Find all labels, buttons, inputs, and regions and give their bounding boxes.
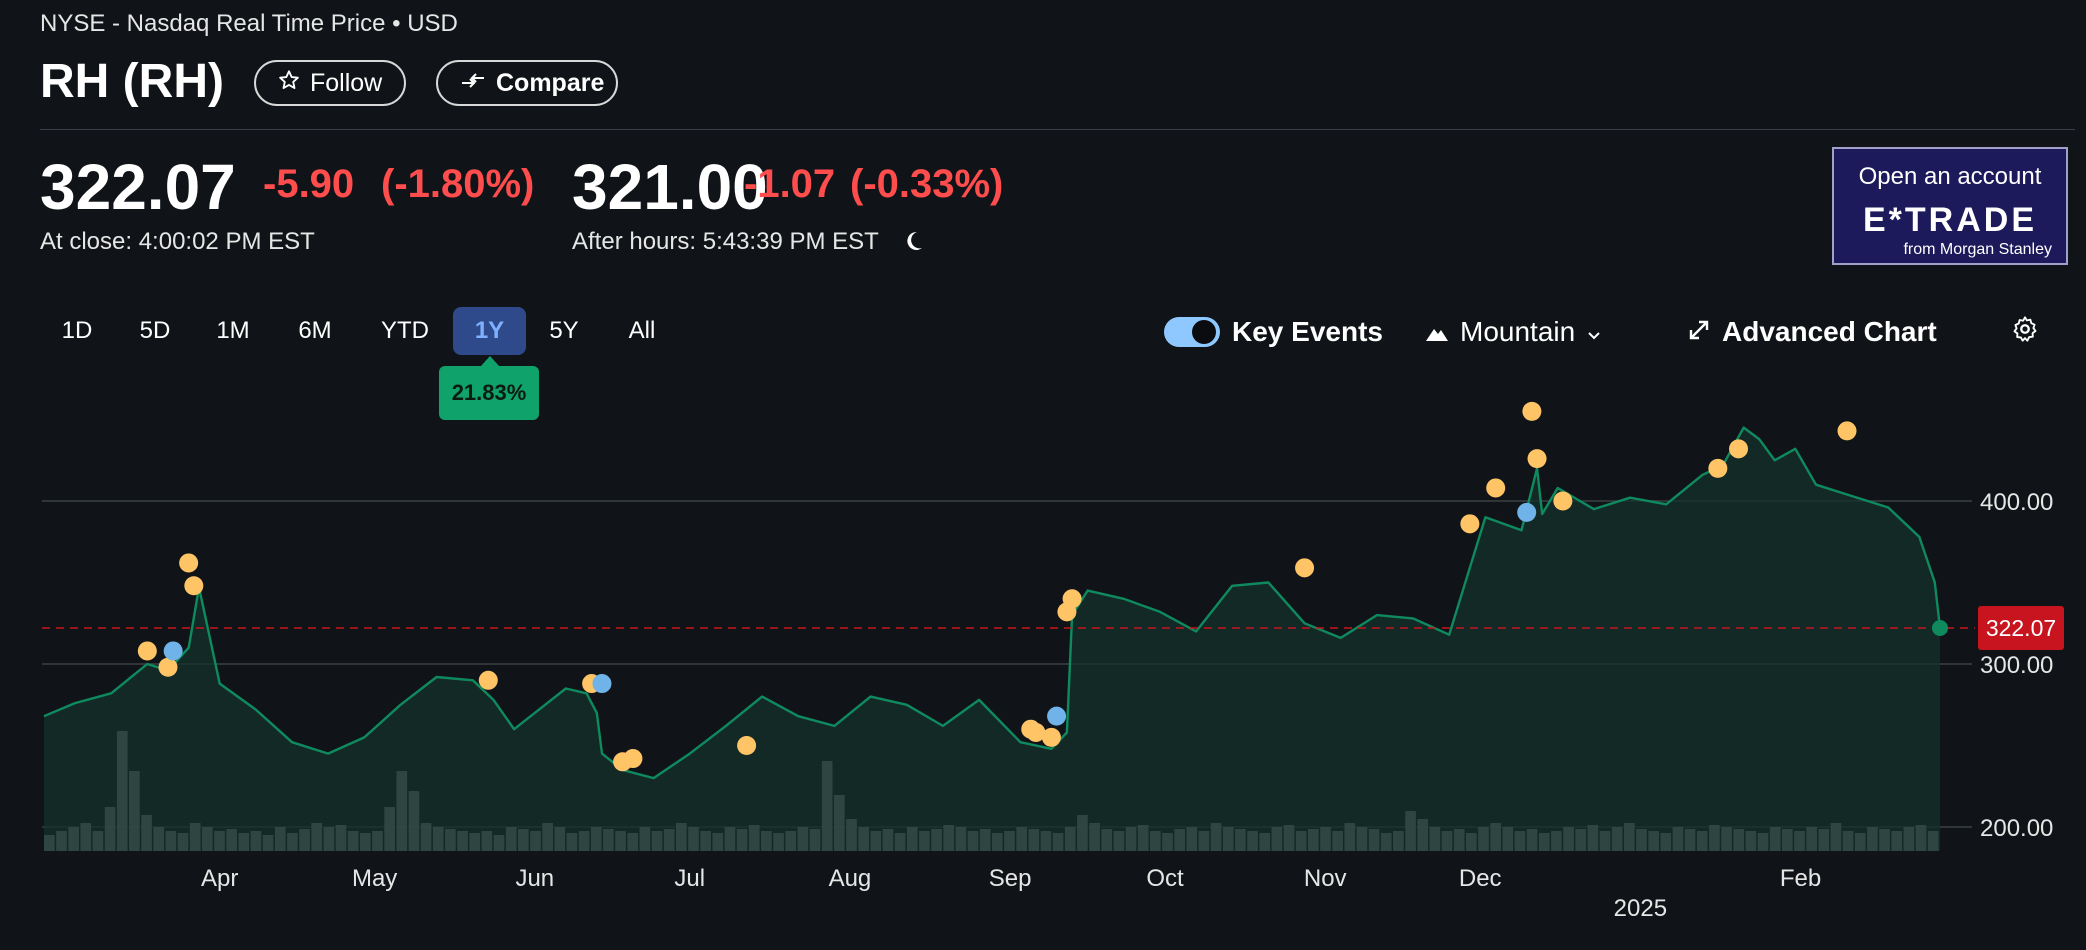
event-marker (1837, 421, 1857, 441)
event-marker (1729, 439, 1749, 459)
event-marker (1460, 514, 1480, 534)
dividend-marker (1517, 502, 1537, 522)
dividend-marker (163, 641, 183, 661)
ticker-title: RH (RH) (40, 55, 224, 108)
ad-subtitle: from Morgan Stanley (1903, 241, 2052, 258)
advanced-chart-label: Advanced Chart (1722, 316, 1937, 347)
price-line (43, 426, 1942, 780)
performance-badge: 21.83% (439, 356, 539, 420)
range-5d[interactable]: 5D (139, 317, 171, 344)
event-marker (179, 553, 199, 573)
event-marker (158, 657, 178, 677)
x-tick-label: Apr (201, 865, 238, 892)
dividend-marker (1047, 706, 1067, 726)
event-marker (1527, 449, 1547, 469)
advanced-chart-button[interactable]: Advanced Chart (1688, 310, 1937, 354)
compare-arrows-icon (460, 69, 486, 98)
close-time: At close: 4:00:02 PM EST (40, 228, 315, 255)
after-hours-change: -1.07 (744, 162, 836, 206)
compare-label: Compare (496, 68, 605, 97)
settings-button[interactable] (2011, 310, 2039, 354)
range-6m[interactable]: 6M (298, 317, 332, 344)
event-marker (184, 576, 204, 596)
chart-type-label: Mountain (1460, 316, 1576, 347)
after-hours-price: 321.00 (572, 151, 768, 223)
mountain-icon (1426, 316, 1448, 348)
key-events-label: Key Events (1232, 316, 1383, 347)
close-change-percent: (-1.80%) (381, 162, 535, 206)
x-tick-label: Feb (1780, 865, 1821, 892)
event-marker (1553, 491, 1573, 511)
event-marker (1295, 558, 1315, 578)
after-hours-change-percent: (-0.33%) (850, 162, 1004, 206)
x-tick-label: Nov (1304, 865, 1347, 892)
after-hours-time: After hours: 5:43:39 PM EST (572, 228, 879, 255)
year-label: 2025 (1614, 895, 1667, 922)
range-1d[interactable]: 1D (61, 317, 93, 344)
exchange-label: NYSE - Nasdaq Real Time Price • USD (40, 10, 458, 37)
event-marker (623, 749, 643, 769)
event-marker (1708, 458, 1728, 478)
star-icon (278, 69, 300, 98)
moon-icon (904, 230, 924, 257)
last-price-dot (1932, 620, 1948, 637)
etrade-logo: E*TRADE (1862, 201, 2038, 239)
x-tick-label: Jun (515, 865, 554, 892)
range-5y[interactable]: 5Y (549, 317, 579, 344)
chart-type-dropdown[interactable]: Mountain (1426, 310, 1601, 354)
close-change: -5.90 (263, 162, 355, 206)
key-events-toggle[interactable]: Key Events (1164, 310, 1383, 354)
expand-arrow-icon (1688, 316, 1710, 348)
event-marker (1062, 589, 1082, 609)
chevron-down-icon (1587, 316, 1601, 348)
etrade-ad[interactable]: Open an account E*TRADE from Morgan Stan… (1832, 147, 2068, 265)
range-ytd[interactable]: YTD (381, 317, 429, 344)
x-tick-label: Aug (829, 865, 872, 892)
event-marker (1522, 401, 1542, 421)
header-divider (40, 129, 2075, 130)
current-price-tag (1978, 606, 2064, 651)
event-marker (478, 670, 498, 690)
event-marker (1041, 727, 1061, 747)
price-area (44, 427, 1940, 851)
x-tick-label: Jul (674, 865, 705, 892)
event-marker (1486, 478, 1506, 498)
range-1m[interactable]: 1M (216, 317, 250, 344)
ad-title: Open an account (1858, 163, 2042, 190)
range-1y[interactable]: 1Y (453, 307, 526, 355)
follow-label: Follow (310, 68, 383, 97)
y-tick-label: 300.00 (1980, 652, 2053, 679)
x-tick-label: May (352, 865, 397, 892)
event-marker (737, 736, 757, 755)
gear-icon (2011, 315, 2039, 350)
y-tick-label: 200.00 (1980, 815, 2053, 842)
toggle-switch[interactable] (1164, 317, 1220, 347)
close-price: 322.07 (40, 151, 236, 223)
x-tick-label: Sep (989, 865, 1032, 892)
compare-button[interactable]: Compare (436, 60, 618, 106)
current-price-label: 322.07 (1986, 615, 2056, 641)
event-marker (1026, 722, 1046, 742)
x-tick-label: Oct (1146, 865, 1184, 892)
y-tick-label: 400.00 (1980, 489, 2053, 516)
follow-button[interactable]: Follow (254, 60, 406, 106)
x-tick-label: Dec (1459, 865, 1502, 892)
event-marker (137, 641, 157, 661)
range-all[interactable]: All (628, 317, 656, 344)
dividend-marker (592, 674, 612, 694)
